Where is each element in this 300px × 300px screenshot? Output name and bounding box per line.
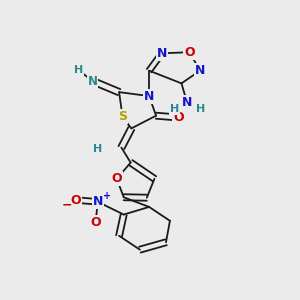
Text: N: N [182,97,192,110]
Text: H: H [74,65,83,75]
Text: N: N [93,195,103,208]
Text: H: H [196,104,206,114]
Text: O: O [112,172,122,185]
Text: S: S [118,110,127,123]
Text: O: O [184,46,195,59]
Text: N: N [88,74,98,88]
Text: H: H [170,104,179,114]
Text: −: − [61,198,72,211]
Text: N: N [144,90,154,103]
Text: O: O [90,216,101,229]
Text: O: O [173,111,184,124]
Text: +: + [103,191,111,201]
Text: N: N [157,47,167,60]
Text: O: O [70,194,81,206]
Text: H: H [93,144,103,154]
Text: N: N [195,64,205,77]
